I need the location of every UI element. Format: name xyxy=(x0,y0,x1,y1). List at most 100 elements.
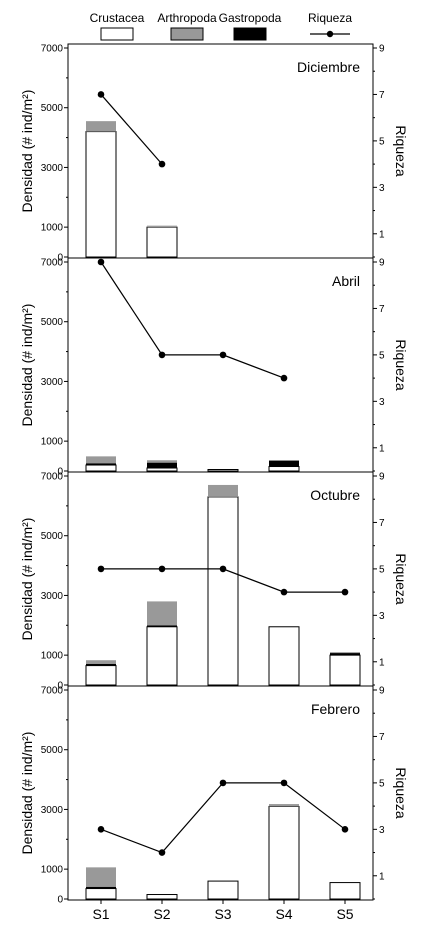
x-tick-label-S1: S1 xyxy=(92,906,109,922)
y2-tick-label: 3 xyxy=(379,611,385,622)
y-tick-label: 5000 xyxy=(41,103,64,114)
bar-crustacea-S1 xyxy=(85,464,117,472)
y-axis-label: Densidad (# ind/m²) xyxy=(19,90,35,213)
y2-tick-label: 1 xyxy=(379,443,385,454)
legend: Crustacea Arthropoda Gastropoda Riqueza xyxy=(90,11,352,41)
bar-crustacea-S4 xyxy=(268,466,300,472)
y2-axis-label: Riqueza xyxy=(393,339,409,391)
legend-label-gastropoda: Gastropoda xyxy=(219,11,282,25)
bar-crustacea-S1 xyxy=(85,888,117,900)
riqueza-point-S2 xyxy=(158,565,166,573)
riqueza-point-S1 xyxy=(97,826,105,833)
bar-crustacea-S2 xyxy=(146,226,178,258)
y-tick-label: 7000 xyxy=(41,258,64,269)
y-tick-label: 7000 xyxy=(41,686,64,697)
y-tick-label: 3000 xyxy=(41,377,64,388)
y-axis-label: Densidad (# ind/m²) xyxy=(19,732,35,855)
y2-axis-label: Riqueza xyxy=(393,767,409,819)
y-tick-label: 0 xyxy=(57,253,63,264)
legend-swatch-arthropoda xyxy=(170,27,204,41)
y-tick-label: 0 xyxy=(57,895,63,906)
y2-tick-label: 9 xyxy=(379,44,385,55)
riqueza-point-S4 xyxy=(280,779,288,787)
y-axis-label: Densidad (# ind/m²) xyxy=(19,304,35,427)
riqueza-line xyxy=(100,261,285,379)
bar-gastropoda-S4 xyxy=(269,460,299,467)
y2-axis-label: Riqueza xyxy=(393,125,409,177)
bar-arthropoda-S2 xyxy=(147,601,177,626)
legend-label-crustacea: Crustacea xyxy=(90,11,145,25)
panel-frame xyxy=(67,257,374,473)
legend-swatch-gastropoda xyxy=(233,27,267,41)
panel-octubre: Octubre 0 1000 3000 5000 7000 1 3 5 7 9 Densidad (#… xyxy=(19,471,409,692)
riqueza-line xyxy=(100,94,163,165)
y-tick-label: 1000 xyxy=(41,651,64,662)
x-tick-label-S4: S4 xyxy=(275,906,292,922)
y-tick-label: 5000 xyxy=(41,317,64,328)
riqueza-point-S1 xyxy=(97,91,105,98)
riqueza-point-S2 xyxy=(158,849,166,856)
y2-tick-label: 1 xyxy=(379,657,385,668)
y-axis-label: Densidad (# ind/m²) xyxy=(19,518,35,641)
y2-tick-label: 9 xyxy=(379,686,385,697)
bar-gastropoda-S1 xyxy=(86,663,116,666)
panel-title: Diciembre xyxy=(297,59,360,75)
bar-arthropoda-S1 xyxy=(86,867,116,887)
riqueza-point-S5 xyxy=(341,588,349,596)
y-tick-label: 3000 xyxy=(41,163,64,174)
riqueza-line xyxy=(100,782,346,854)
bar-crustacea-S1 xyxy=(85,665,117,686)
panel-febrero: Febrero 0 1000 3000 5000 7000 1 3 5 7 9 Densidad (#… xyxy=(19,685,409,906)
y-tick-label: 0 xyxy=(57,467,63,478)
y-tick-label: 7000 xyxy=(41,472,64,483)
panel-frame xyxy=(67,685,374,901)
panel-title: Abril xyxy=(332,273,360,289)
y2-tick-label: 1 xyxy=(379,229,385,240)
chart-panels: Diciembre0100030005000700013579Densidad … xyxy=(19,43,409,906)
y2-tick-label: 5 xyxy=(379,136,385,147)
bar-arthropoda-S1 xyxy=(86,660,116,664)
y-tick-label: 5000 xyxy=(41,531,64,542)
riqueza-point-S4 xyxy=(280,588,288,596)
panel-title: Octubre xyxy=(310,487,360,503)
y2-tick-label: 7 xyxy=(379,518,385,529)
legend-label-arthropoda: Arthropoda xyxy=(157,11,217,25)
riqueza-point-S1 xyxy=(97,258,105,266)
bar-arthropoda-S2 xyxy=(147,460,177,463)
bar-gastropoda-S2 xyxy=(147,625,177,627)
panel-diciembre: Diciembre 0 1000 3000 5000 7000 1 3 5 7 9 Densidad … xyxy=(19,43,409,264)
bar-crustacea-S3 xyxy=(207,469,239,472)
y-tick-label: 0 xyxy=(57,681,63,692)
bar-gastropoda-S1 xyxy=(86,463,116,466)
y2-tick-label: 5 xyxy=(379,350,385,361)
y2-tick-label: 9 xyxy=(379,472,385,483)
riqueza-point-S3 xyxy=(219,351,227,359)
y2-tick-label: 9 xyxy=(379,258,385,269)
riqueza-point-S3 xyxy=(219,565,227,573)
y-tick-label: 1000 xyxy=(41,865,64,876)
y-tick-label: 3000 xyxy=(41,591,64,602)
panel-title: Febrero xyxy=(311,701,360,717)
bar-crustacea-S2 xyxy=(146,467,178,472)
y-tick-label: 7000 xyxy=(41,44,64,55)
y2-tick-label: 5 xyxy=(379,564,385,575)
y2-tick-label: 3 xyxy=(379,397,385,408)
bar-crustacea-S2 xyxy=(146,894,178,900)
y-tick-label: 1000 xyxy=(41,223,64,234)
bar-crustacea-S5 xyxy=(329,882,361,900)
y2-tick-label: 3 xyxy=(379,183,385,194)
bar-gastropoda-S2 xyxy=(147,462,177,469)
x-axis: S1 S2 S3 S4 S5 xyxy=(92,900,354,922)
riqueza-point-S2 xyxy=(158,160,166,168)
x-tick-label-S5: S5 xyxy=(336,906,353,922)
bar-crustacea-S4 xyxy=(268,805,300,900)
bar-crustacea-S5 xyxy=(329,654,361,686)
panel-abril: Abril 0 1000 3000 5000 7000 1 3 5 7 9 Densidad (# i… xyxy=(19,257,409,478)
bar-gastropoda-S1 xyxy=(86,886,116,889)
bar-gastropoda-S5 xyxy=(330,653,360,656)
bar-crustacea-S2 xyxy=(146,626,178,686)
y2-tick-label: 1 xyxy=(379,871,385,882)
legend-marker-riqueza xyxy=(326,30,334,38)
y2-tick-label: 7 xyxy=(379,90,385,101)
